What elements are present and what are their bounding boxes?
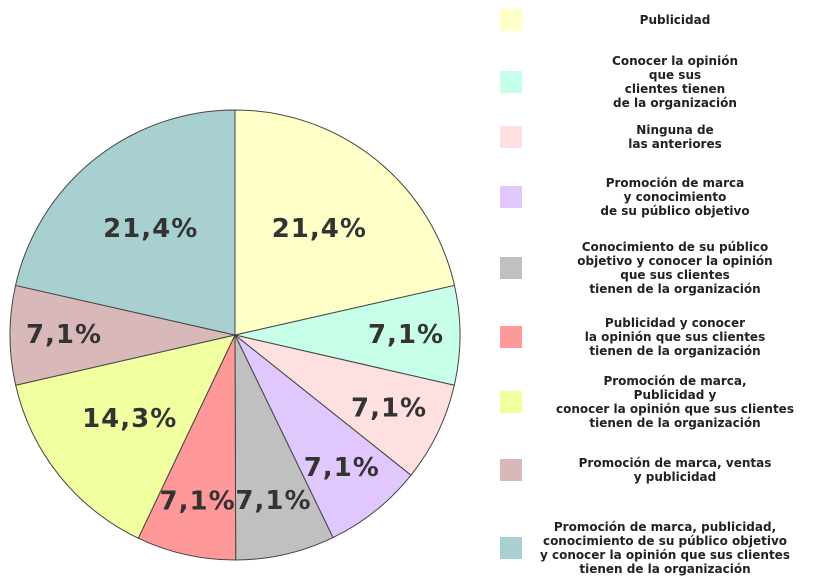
legend-label: Ninguna de las anteriores [628, 123, 722, 151]
slice-label: 21,4% [272, 214, 367, 244]
slice-label: 7,1% [351, 394, 427, 424]
legend-swatch [500, 537, 522, 559]
legend-swatch [500, 459, 522, 481]
slice-label: 21,4% [103, 214, 198, 244]
legend-swatch [500, 257, 522, 279]
slice-label: 7,1% [26, 320, 102, 350]
pie-slice [234, 109, 456, 336]
legend-item: Conocer la opinión que sus clientes tien… [500, 54, 738, 110]
pie-slice [14, 109, 236, 336]
pie-slice [234, 334, 455, 476]
legend-item: Promoción de marca, Publicidad y conocer… [500, 374, 794, 430]
legend-item: Promoción de marca, ventas y publicidad [500, 456, 771, 484]
pie-slice [15, 334, 236, 539]
legend-label: Promoción de marca, publicidad, conocimi… [540, 520, 790, 576]
legend-label: Publicidad [639, 13, 711, 27]
legend-label: Promoción de marca, ventas y publicidad [578, 456, 772, 484]
pie-slice [234, 334, 334, 561]
legend-swatch [500, 326, 522, 348]
legend-label: Promoción de marca, Publicidad y conocer… [556, 374, 794, 430]
slice-label: 7,1% [304, 453, 380, 483]
legend-label: Publicidad y conocer la opinión que sus … [584, 316, 766, 358]
legend-item: Promoción de marca y conocimiento de su … [500, 176, 750, 218]
pie-slice [234, 284, 461, 386]
legend-label: Conocimiento de su público objetivo y co… [577, 240, 773, 296]
slice-label: 7,1% [160, 486, 236, 516]
pie-slice [9, 284, 236, 386]
legend-item: Conocimiento de su público objetivo y co… [500, 240, 773, 296]
pie-slice [234, 334, 412, 539]
legend-swatch [500, 126, 522, 148]
slice-label: 7,1% [235, 486, 311, 516]
legend-swatch [500, 391, 522, 413]
legend-label: Conocer la opinión que sus clientes tien… [612, 54, 738, 110]
legend-item: Ninguna de las anteriores [500, 123, 722, 151]
legend-swatch [500, 9, 522, 31]
slice-label: 14,3% [82, 404, 177, 434]
legend-item: Publicidad y conocer la opinión que sus … [500, 316, 765, 358]
legend-swatch [500, 71, 522, 93]
legend-label: Promoción de marca y conocimiento de su … [600, 176, 750, 218]
pie-slice [137, 334, 237, 561]
legend-item: Publicidad [500, 9, 710, 31]
legend-swatch [500, 186, 522, 208]
legend-item: Promoción de marca, publicidad, conocimi… [500, 520, 790, 576]
slice-label: 7,1% [368, 320, 444, 350]
